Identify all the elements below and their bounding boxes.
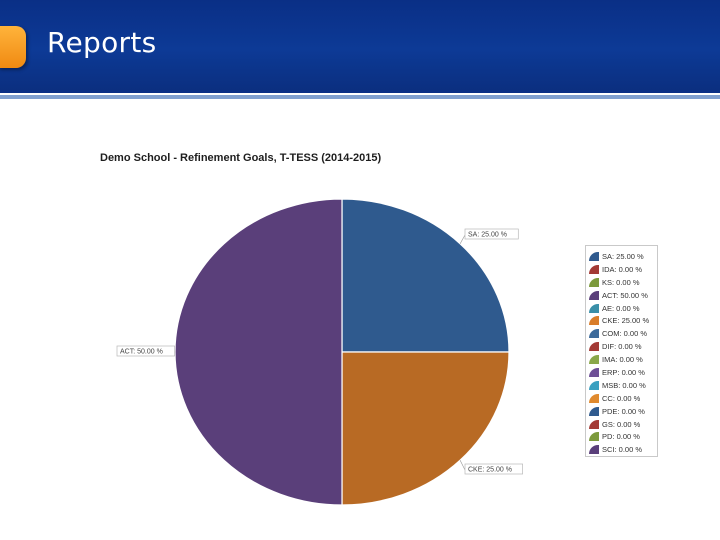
chart-legend: SA: 25.00 % IDA: 0.00 % KS: 0.00 % ACT: 50.… bbox=[585, 245, 658, 457]
slice-label-cke: CKE: 25.00 % bbox=[468, 467, 512, 474]
legend-label: KS: 0.00 % bbox=[602, 277, 640, 287]
header-rule-gap bbox=[0, 93, 720, 95]
legend-item: MSB: 0.00 % bbox=[586, 379, 657, 392]
legend-item: PDE: 0.00 % bbox=[586, 405, 657, 418]
slice-leader-sa bbox=[459, 234, 466, 244]
legend-swatch bbox=[589, 380, 599, 390]
legend-swatch bbox=[589, 445, 599, 455]
legend-item: CKE: 25.00 % bbox=[586, 314, 657, 327]
header-rule-light bbox=[0, 95, 720, 99]
legend-label: DIF: 0.00 % bbox=[602, 342, 642, 352]
legend-swatch bbox=[589, 303, 599, 313]
legend-item: SA: 25.00 % bbox=[586, 250, 657, 263]
legend-item: COM: 0.00 % bbox=[586, 327, 657, 340]
legend-swatch bbox=[589, 367, 599, 377]
legend-item: AE: 0.00 % bbox=[586, 302, 657, 315]
legend-label: ERP: 0.00 % bbox=[602, 367, 645, 377]
legend-label: PD: 0.00 % bbox=[602, 432, 640, 442]
legend-label: MSB: 0.00 % bbox=[602, 380, 646, 390]
legend-item: IMA: 0.00 % bbox=[586, 353, 657, 366]
legend-swatch bbox=[589, 406, 599, 416]
legend-swatch bbox=[589, 329, 599, 339]
slice-label-act: ACT: 50.00 % bbox=[120, 349, 163, 356]
legend-label: COM: 0.00 % bbox=[602, 329, 648, 339]
legend-item: CC: 0.00 % bbox=[586, 392, 657, 405]
legend-swatch bbox=[589, 355, 599, 365]
legend-item: PD: 0.00 % bbox=[586, 430, 657, 443]
legend-label: SA: 25.00 % bbox=[602, 251, 644, 261]
legend-item: KS: 0.00 % bbox=[586, 276, 657, 289]
legend-label: IDA: 0.00 % bbox=[602, 264, 643, 274]
slice-label-box-act bbox=[116, 345, 175, 357]
legend-swatch bbox=[589, 419, 599, 429]
legend-label: CKE: 25.00 % bbox=[602, 316, 650, 326]
legend-item: DIF: 0.00 % bbox=[586, 340, 657, 353]
legend-label: ACT: 50.00 % bbox=[602, 290, 648, 300]
legend-swatch bbox=[589, 290, 599, 300]
legend-swatch bbox=[589, 277, 599, 287]
legend-swatch bbox=[589, 393, 599, 403]
pie-slice-act bbox=[174, 198, 343, 506]
legend-item: SCI: 0.00 % bbox=[586, 443, 657, 456]
legend-item: IDA: 0.00 % bbox=[586, 263, 657, 276]
legend-item: GS: 0.00 % bbox=[586, 418, 657, 431]
legend-item: ERP: 0.00 % bbox=[586, 366, 657, 379]
chart-title: Demo School - Refinement Goals, T-TESS (… bbox=[100, 152, 382, 164]
pie-slice-sa bbox=[341, 198, 510, 353]
header-rule bbox=[0, 90, 720, 93]
slice-leader-cke bbox=[459, 460, 466, 471]
slice-label-sa: SA: 25.00 % bbox=[468, 232, 507, 239]
legend-swatch bbox=[589, 432, 599, 442]
legend-label: GS: 0.00 % bbox=[602, 419, 641, 429]
section-tab-icon bbox=[0, 26, 26, 68]
legend-label: SCI: 0.00 % bbox=[602, 445, 643, 455]
legend-label: PDE: 0.00 % bbox=[602, 406, 645, 416]
legend-swatch bbox=[589, 264, 599, 274]
legend-item: ACT: 50.00 % bbox=[586, 289, 657, 302]
legend-label: CC: 0.00 % bbox=[602, 393, 641, 403]
legend-label: IMA: 0.00 % bbox=[602, 355, 643, 365]
slice-label-box-cke bbox=[464, 463, 523, 475]
legend-swatch bbox=[589, 251, 599, 261]
legend-swatch bbox=[589, 316, 599, 326]
legend-label: AE: 0.00 % bbox=[602, 303, 640, 313]
header-bar: Reports bbox=[0, 0, 720, 90]
legend-swatch bbox=[589, 342, 599, 352]
slice-label-box-sa bbox=[464, 228, 519, 240]
pie-slice-cke bbox=[341, 351, 510, 506]
page-title: Reports bbox=[47, 26, 157, 59]
